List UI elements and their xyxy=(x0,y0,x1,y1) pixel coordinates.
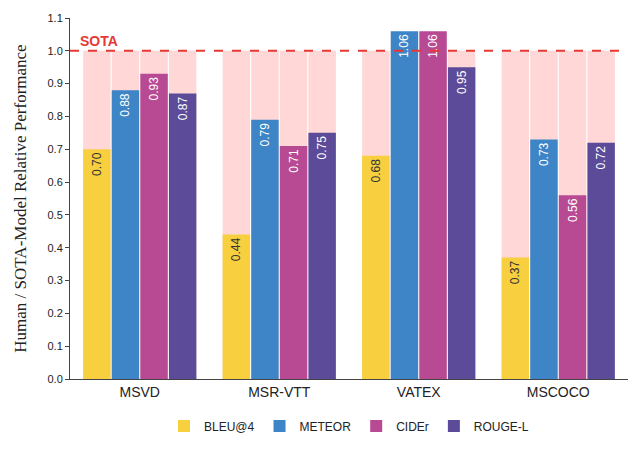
svg-text:ROUGE-L: ROUGE-L xyxy=(474,420,529,434)
svg-text:0.68: 0.68 xyxy=(369,159,383,183)
svg-text:0.6: 0.6 xyxy=(48,176,63,188)
svg-text:0.44: 0.44 xyxy=(229,238,243,262)
svg-text:0.87: 0.87 xyxy=(176,96,190,120)
svg-text:BLEU@4: BLEU@4 xyxy=(204,420,255,434)
svg-text:CIDEr: CIDEr xyxy=(396,420,429,434)
svg-text:0.3: 0.3 xyxy=(48,274,63,286)
svg-text:0.73: 0.73 xyxy=(537,142,551,166)
svg-text:0.9: 0.9 xyxy=(48,77,63,89)
svg-text:METEOR: METEOR xyxy=(300,420,352,434)
svg-text:0.56: 0.56 xyxy=(566,198,580,222)
svg-text:1.06: 1.06 xyxy=(397,34,411,58)
svg-text:0.8: 0.8 xyxy=(48,110,63,122)
svg-text:MSVD: MSVD xyxy=(120,384,160,400)
svg-text:1.1: 1.1 xyxy=(48,12,63,24)
svg-text:0.2: 0.2 xyxy=(48,307,63,319)
svg-text:Human / SOTA-Model Relative Pe: Human / SOTA-Model Relative Performance xyxy=(11,44,30,352)
svg-text:0.7: 0.7 xyxy=(48,143,63,155)
svg-text:SOTA: SOTA xyxy=(80,33,118,49)
svg-text:0.93: 0.93 xyxy=(147,77,161,101)
svg-text:0.4: 0.4 xyxy=(48,242,63,254)
svg-text:1.06: 1.06 xyxy=(426,34,440,58)
svg-text:0.0: 0.0 xyxy=(48,373,63,385)
svg-text:0.95: 0.95 xyxy=(455,70,469,94)
svg-text:0.70: 0.70 xyxy=(90,152,104,176)
svg-text:1.0: 1.0 xyxy=(48,45,63,57)
svg-text:0.72: 0.72 xyxy=(594,146,608,170)
svg-text:0.71: 0.71 xyxy=(287,149,301,173)
svg-text:0.1: 0.1 xyxy=(48,340,63,352)
svg-text:0.5: 0.5 xyxy=(48,209,63,221)
svg-text:MSR-VTT: MSR-VTT xyxy=(248,384,311,400)
svg-text:0.79: 0.79 xyxy=(258,123,272,147)
svg-text:0.88: 0.88 xyxy=(118,93,132,117)
svg-text:MSCOCO: MSCOCO xyxy=(527,384,590,400)
svg-text:0.37: 0.37 xyxy=(508,261,522,285)
svg-text:0.75: 0.75 xyxy=(315,136,329,160)
svg-text:VATEX: VATEX xyxy=(397,384,441,400)
